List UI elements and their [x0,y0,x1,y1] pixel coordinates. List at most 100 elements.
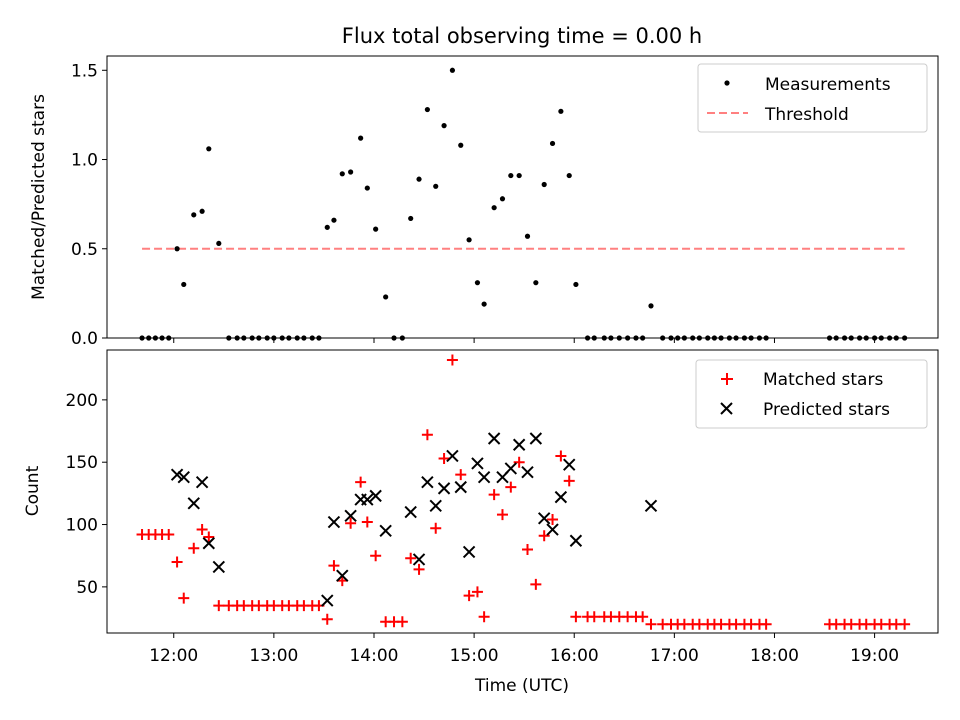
matched-star-point [370,550,382,562]
bottom-y-axis: 50 100 150 200 [66,391,107,598]
bottom-y-tick-label: 100 [66,516,98,536]
predicted-star-point [569,534,583,547]
matched-star-point [530,578,542,590]
matched-star-point [522,543,534,555]
bottom-x-tick-label: 17:00 [650,646,699,666]
predicted-star-point [563,458,576,471]
matched-star-point [547,514,559,526]
matched-star-point [478,611,490,623]
measurement-point [449,67,456,73]
matched-star-point [471,586,483,598]
measurement-point [174,246,180,252]
top-panel: Matched/Predicted stars 0.0 0.5 1.0 1.5 Mea… [29,55,939,349]
predicted-star-point [644,499,658,513]
measurement-point [331,217,337,223]
top-y-tick-label: 0.0 [71,329,98,349]
matched-star-point [396,616,408,628]
measurement-point [566,172,572,179]
measurement-point [206,146,212,152]
measurement-point [433,183,439,189]
top-y-axis-label: Matched/Predicted stars [29,94,49,300]
top-y-tick-label: 0.5 [71,240,98,260]
measurement-point [199,208,205,214]
matched-star-point [171,556,183,568]
measurement-point [524,233,531,239]
predicted-star-point [546,523,559,536]
measurement-point [466,237,472,243]
measurement-point [424,106,430,113]
measurement-point [191,212,197,218]
matched-star-point [430,522,442,534]
matched-star-point [637,611,649,623]
predicted-star-point [462,545,476,559]
matched-star-point [899,618,911,630]
matched-star-point [203,531,215,543]
bottom-y-tick-label: 200 [66,391,98,411]
bottom-x-tick-label: 15:00 [450,646,499,666]
chart-title: Flux total observing time = 0.00 h [342,24,702,48]
legend-measurements-label: Measurements [765,75,891,95]
predicted-star-point [487,432,501,445]
top-x-ticks [173,338,876,343]
predicted-star-point [529,432,543,445]
measurement-point [339,171,345,177]
measurement-point [324,224,330,230]
legend-matched-label: Matched stars [763,370,883,390]
bottom-x-tick-label: 12:00 [149,646,198,666]
measurement-point [648,303,654,309]
measurement-point [474,280,481,286]
predicted-star-point [327,515,341,529]
predicted-star-point [379,524,392,537]
measurement-point [491,205,497,211]
measurement-point [541,181,547,188]
predicted-star-point [195,475,209,489]
bottom-x-tick-label: 19:00 [850,646,899,666]
matched-star-point [163,529,175,541]
top-legend-box [697,63,928,133]
top-y-axis: 0.0 0.5 1.0 1.5 [71,61,107,349]
measurement-point [364,185,370,191]
matched-star-point [178,592,190,604]
matched-star-point [196,524,208,536]
predicted-star-point [187,497,200,510]
measurement-point [458,142,464,148]
measurement-point [181,281,187,288]
predicted-star-point [554,490,568,504]
bottom-x-tick-label: 13:00 [249,646,298,666]
top-y-tick-label: 1.5 [71,61,98,81]
legend-threshold-label: Threshold [764,105,849,125]
matched-star-point [438,452,450,464]
top-y-tick-label: 1.0 [71,151,98,171]
bottom-x-tick-label: 16:00 [550,646,599,666]
bottom-legend-box [695,359,928,429]
predicted-star-point [471,457,484,470]
predicted-star-point [437,482,451,495]
matched-star-point [588,611,600,623]
measurement-point [216,240,222,247]
predicted-star-point [504,462,518,475]
predicted-star-point [446,449,459,463]
bottom-x-axis-label: Time (UTC) [474,676,569,696]
measurement-point [373,226,379,232]
measurement-point [573,281,579,288]
bottom-y-axis-label: Count [23,465,43,516]
predicted-star-point [421,475,434,489]
matched-star-point [328,560,340,572]
bottom-plot-area [136,354,911,630]
bottom-y-tick-label: 150 [66,453,98,473]
predicted-star-point [369,489,382,503]
measurement-point [348,169,354,175]
measurement-point [383,294,389,300]
predicted-star-point [512,438,526,451]
measurement-point [416,176,422,182]
predicted-star-point [477,470,491,484]
matched-star-point [555,450,567,462]
predicted-star-point [412,553,426,566]
measurement-point [533,280,539,286]
predicted-star-point [202,537,215,550]
matched-star-point [361,516,373,528]
legend-predicted-marker [720,402,733,415]
matched-star-point [213,600,225,612]
matched-star-point [513,456,525,468]
predicted-star-point [404,505,417,519]
